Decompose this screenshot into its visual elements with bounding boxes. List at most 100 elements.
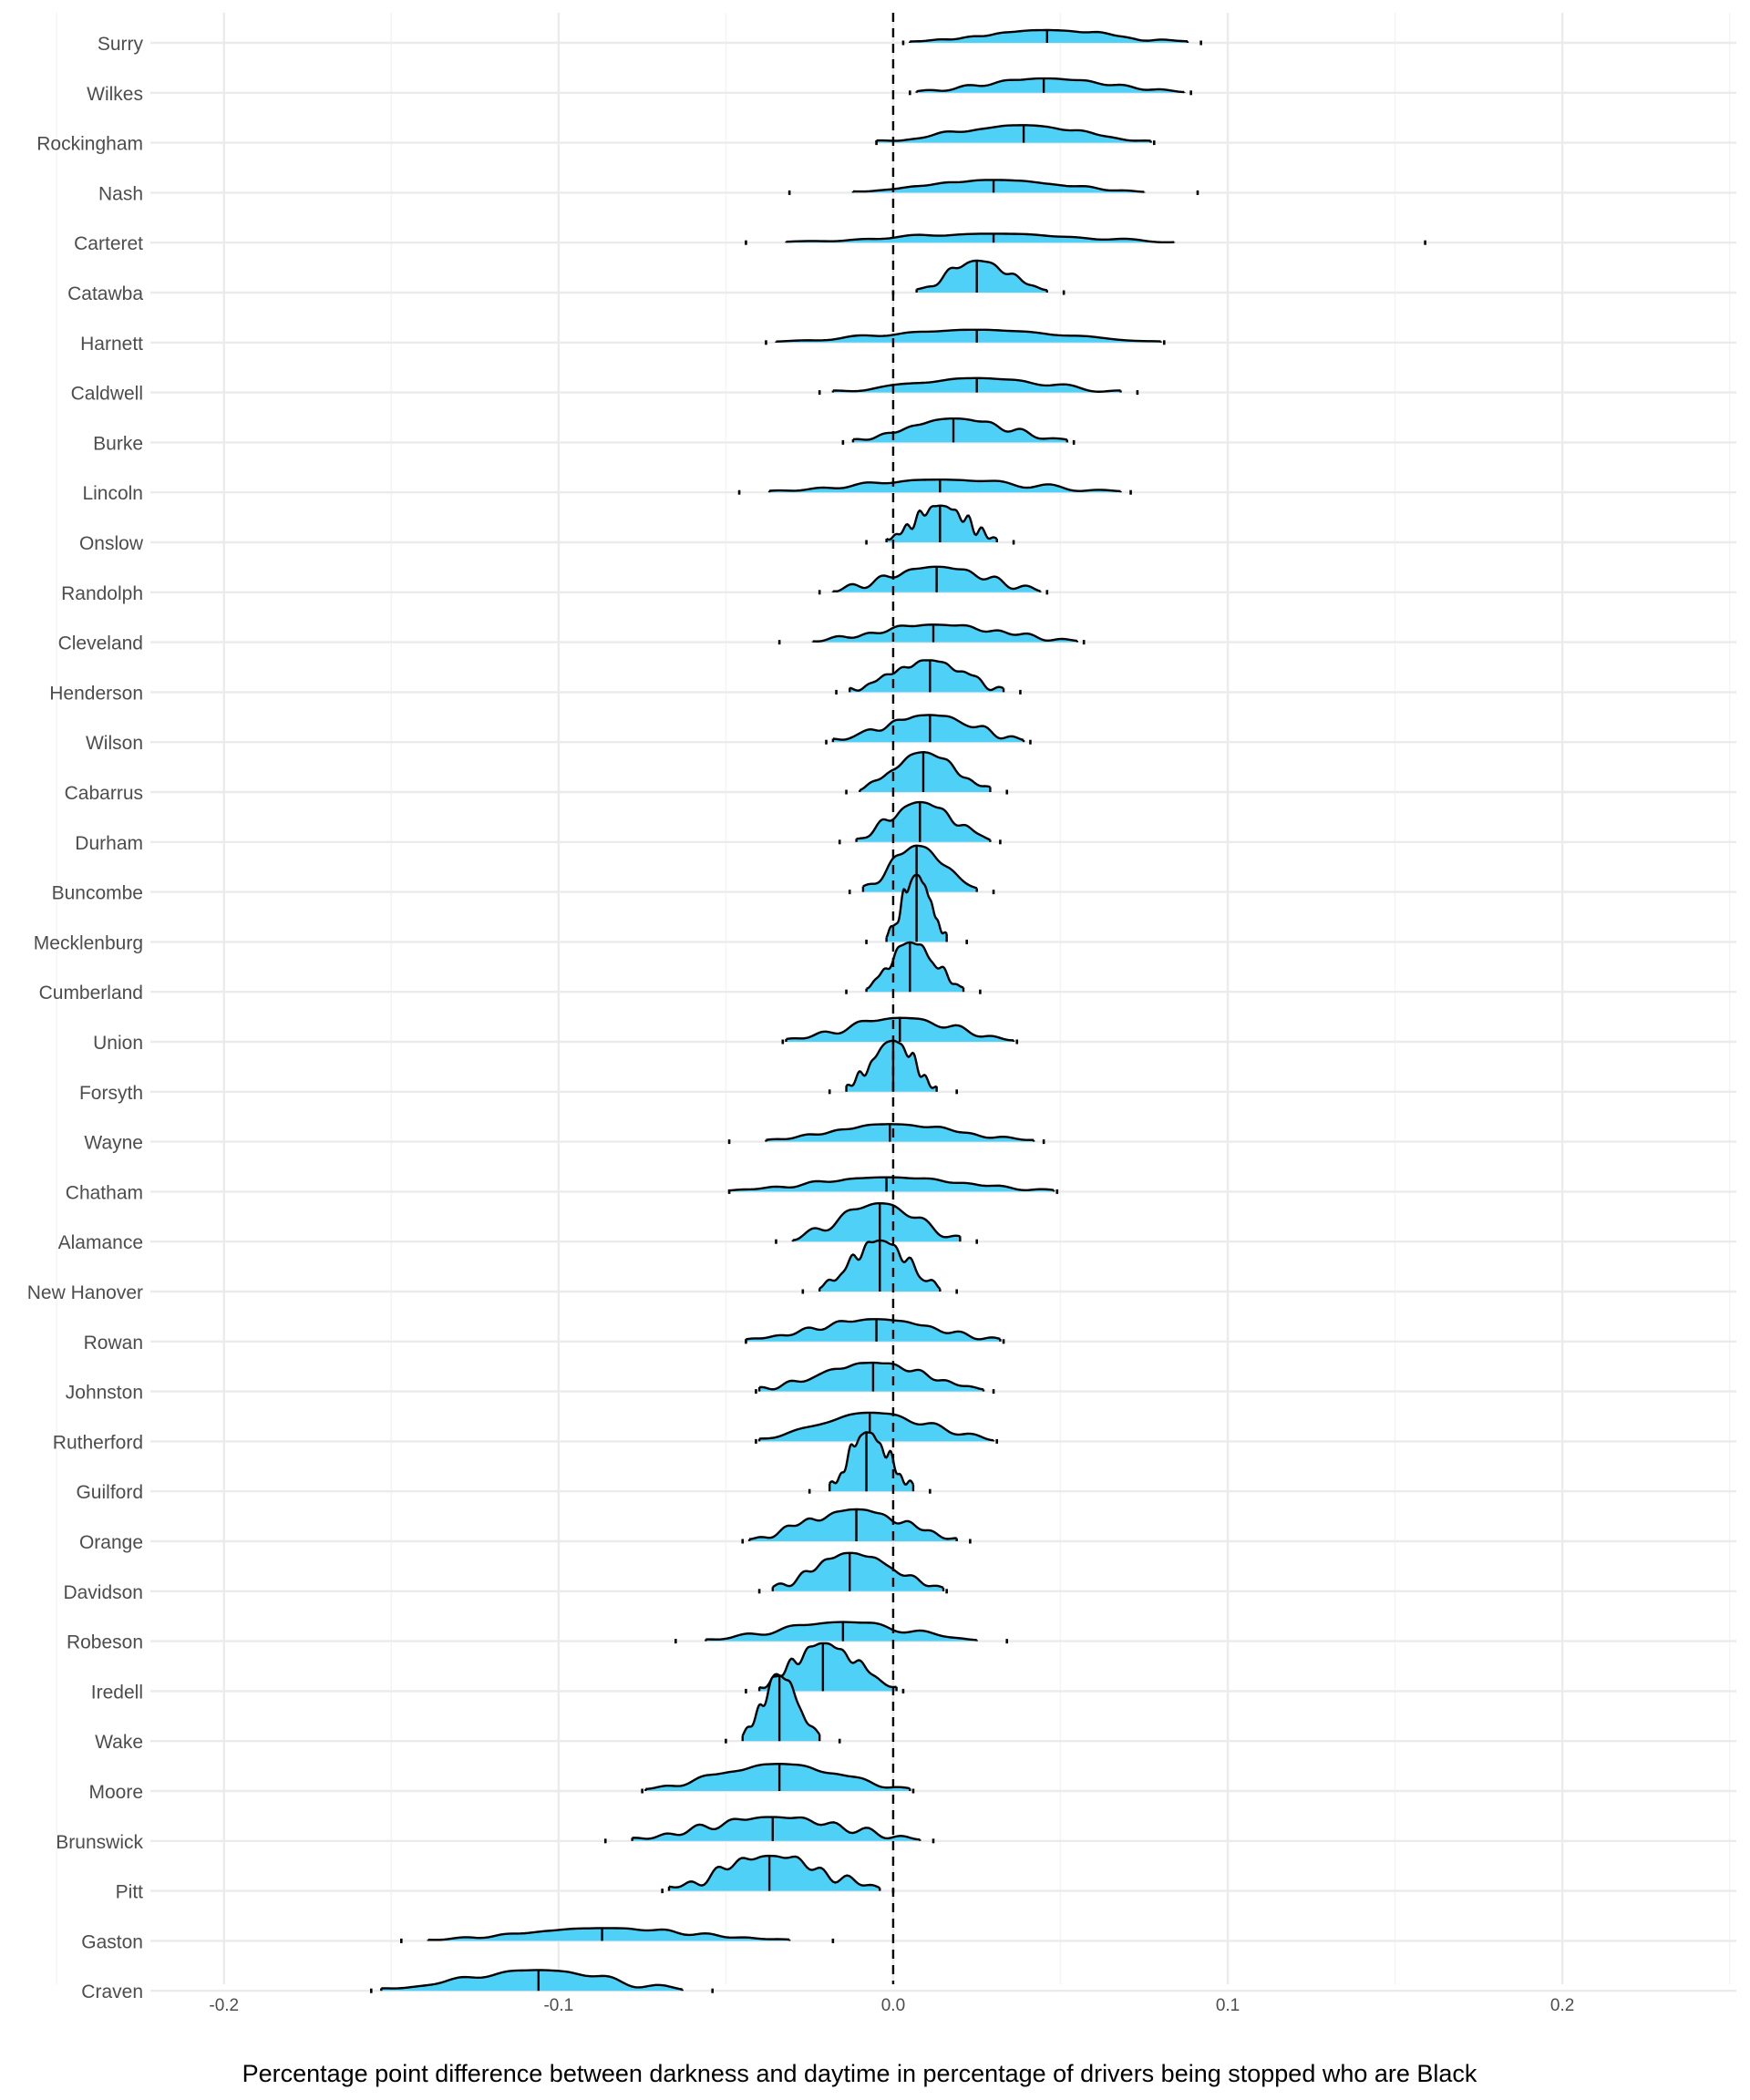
- county-label: Brunswick: [56, 1832, 143, 1853]
- county-label: Catawba: [67, 283, 143, 304]
- ridge-fill: [746, 1319, 1001, 1342]
- county-label: Nash: [98, 183, 143, 204]
- ridge-fill: [786, 233, 1175, 243]
- ridge-fill: [729, 1177, 1055, 1192]
- county-label: Davidson: [63, 1582, 143, 1603]
- county-label: Cumberland: [39, 983, 143, 1004]
- ridge-fill: [759, 1412, 994, 1442]
- ridge-fill: [705, 1621, 977, 1642]
- ridge-outline: [632, 1816, 921, 1841]
- ridge-fill: [645, 1764, 911, 1791]
- ridge-outline: [746, 1318, 1001, 1341]
- ridge-fill: [766, 1124, 1035, 1142]
- x-tick-label: 0.0: [881, 1996, 905, 2015]
- ridge-fill: [749, 1509, 957, 1541]
- ridge-outline: [645, 1763, 911, 1791]
- ridge-outline: [852, 179, 1145, 193]
- ridge-fill: [846, 1040, 937, 1092]
- county-label: Rockingham: [36, 134, 143, 155]
- ridge-fill: [849, 660, 1004, 693]
- ridge-fill: [742, 1675, 820, 1742]
- x-tick-label: -0.2: [209, 1996, 239, 2015]
- county-label: Iredell: [91, 1682, 143, 1703]
- county-label: Surry: [98, 34, 144, 55]
- ridge-fill: [916, 261, 1047, 293]
- ridge-outline: [829, 1431, 915, 1487]
- county-label: Onslow: [79, 533, 144, 554]
- ridge-outline: [786, 232, 1175, 244]
- x-axis-title: Percentage point difference between dark…: [242, 2060, 1477, 2087]
- county-label: Carteret: [74, 233, 143, 254]
- county-label: Caldwell: [71, 384, 143, 405]
- county-label: Burke: [93, 433, 143, 454]
- ridge-outline: [668, 1854, 880, 1889]
- ridge-outline: [916, 77, 1185, 94]
- county-label: Harnett: [80, 334, 143, 355]
- ridge-fill: [769, 479, 1121, 493]
- county-label: Durham: [75, 833, 143, 854]
- ridge-outline: [886, 504, 998, 541]
- county-label: Wayne: [84, 1133, 143, 1154]
- x-tick-label: -0.1: [543, 1996, 573, 2015]
- county-ridges: [369, 28, 1426, 1993]
- ridge-fill: [866, 942, 964, 993]
- x-tick-label: 0.2: [1550, 1996, 1574, 2015]
- ridge-fill: [852, 180, 1145, 193]
- county-label: Moore: [88, 1782, 143, 1803]
- ridge-fill: [759, 1363, 984, 1392]
- county-label: Orange: [79, 1532, 143, 1553]
- ridge-fill: [812, 624, 1077, 643]
- ridge-outline: [766, 1123, 1035, 1141]
- ridge-fill: [632, 1817, 921, 1841]
- county-label: Johnston: [66, 1383, 143, 1404]
- ridge-fill: [381, 1970, 683, 1992]
- ridge-outline: [866, 941, 964, 990]
- county-label: Chatham: [66, 1182, 143, 1203]
- ridge-outline: [876, 124, 1151, 142]
- county-label: Henderson: [49, 683, 143, 704]
- ridge-fill: [792, 1203, 961, 1242]
- county-label: Cabarrus: [65, 783, 143, 804]
- ridge-outline: [845, 1039, 937, 1089]
- ridge-outline: [772, 1551, 944, 1589]
- ridge-fill: [862, 845, 977, 892]
- ridge-outline: [859, 751, 991, 792]
- county-label: Craven: [81, 1982, 143, 2002]
- ridge-outline: [910, 28, 1189, 43]
- x-tick-labels: -0.2 -0.1 0.0 0.1 0.2: [209, 1996, 1574, 2015]
- ridge-outline: [769, 478, 1121, 493]
- county-label: Union: [93, 1033, 143, 1054]
- ridge-outline: [381, 1969, 683, 1991]
- x-tick-label: 0.1: [1216, 1996, 1240, 2015]
- ridge-outline: [427, 1927, 790, 1941]
- ridge-fill: [832, 715, 1024, 743]
- county-label: Guilford: [76, 1482, 143, 1503]
- ridge-outline: [856, 800, 991, 841]
- county-label: Randolph: [61, 583, 143, 604]
- county-label: Rowan: [84, 1333, 143, 1354]
- county-label: Mecklenburg: [34, 932, 143, 953]
- grid: [56, 13, 1736, 1992]
- ridge-outline: [849, 659, 1004, 692]
- ridge-fill: [759, 1642, 897, 1692]
- ridge-fill: [668, 1856, 880, 1891]
- ridge-outline: [852, 417, 1068, 441]
- ridge-outline: [748, 1508, 957, 1540]
- county-label: Alamance: [58, 1232, 143, 1253]
- ridge-fill: [886, 505, 997, 542]
- county-label: Pitt: [116, 1882, 144, 1903]
- ridge-fill: [427, 1928, 790, 1941]
- ridge-outline: [916, 259, 1047, 292]
- county-label: Forsyth: [79, 1083, 143, 1104]
- county-label: Robeson: [67, 1632, 143, 1653]
- ridge-fill: [776, 329, 1161, 343]
- county-label: Buncombe: [52, 883, 143, 904]
- county-label: Wake: [95, 1732, 143, 1753]
- ridge-fill: [910, 30, 1188, 43]
- ridge-fill: [856, 802, 991, 842]
- ridge-fill: [772, 1552, 943, 1591]
- ridge-outline: [759, 1361, 984, 1391]
- county-labels: Surry Wilkes Rockingham Nash Carteret Catawba…: [27, 34, 144, 2002]
- ridge-outline: [792, 1201, 961, 1241]
